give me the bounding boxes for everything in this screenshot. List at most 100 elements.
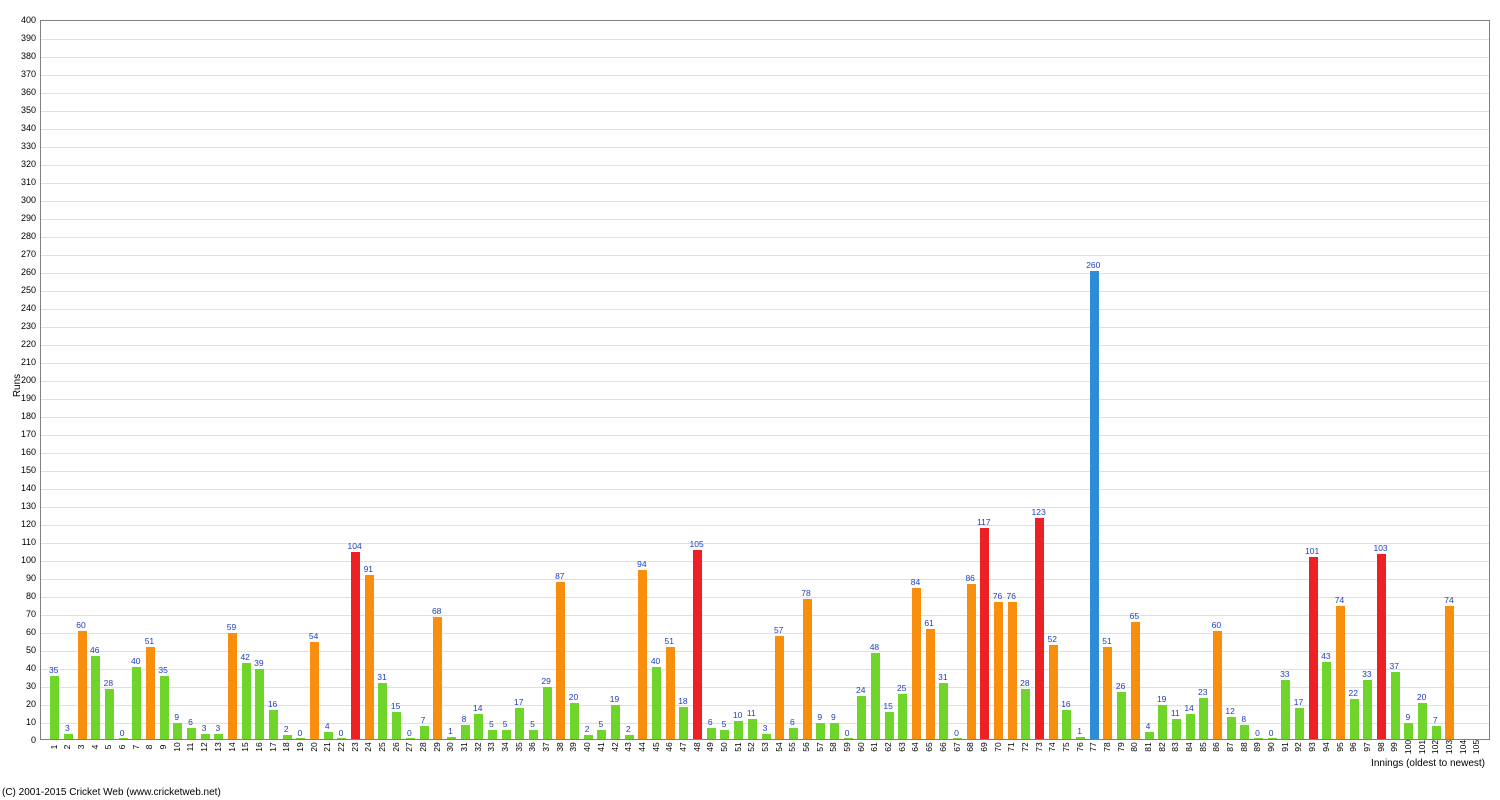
bar bbox=[1145, 732, 1154, 739]
bar bbox=[693, 550, 702, 739]
y-tick-label: 190 bbox=[21, 393, 36, 403]
bar bbox=[447, 737, 456, 739]
gridline bbox=[41, 39, 1489, 40]
bar bbox=[1076, 737, 1085, 739]
bar bbox=[50, 676, 59, 739]
bar-value-label: 6 bbox=[790, 717, 795, 727]
y-tick-label: 50 bbox=[26, 645, 36, 655]
bar-value-label: 3 bbox=[65, 723, 70, 733]
bar bbox=[1432, 726, 1441, 739]
bar-value-label: 24 bbox=[856, 685, 865, 695]
bar-value-label: 5 bbox=[598, 719, 603, 729]
y-tick-label: 180 bbox=[21, 411, 36, 421]
bar bbox=[1295, 708, 1304, 739]
x-tick-label: 16 bbox=[254, 742, 264, 751]
plot-area bbox=[40, 20, 1490, 740]
x-tick-label: 74 bbox=[1047, 742, 1057, 751]
bar-value-label: 35 bbox=[158, 665, 167, 675]
gridline bbox=[41, 309, 1489, 310]
gridline bbox=[41, 381, 1489, 382]
bar-value-label: 42 bbox=[240, 652, 249, 662]
bar-value-label: 0 bbox=[339, 728, 344, 738]
bar-value-label: 1 bbox=[448, 726, 453, 736]
bar-value-label: 40 bbox=[651, 656, 660, 666]
bar bbox=[967, 584, 976, 739]
bar bbox=[173, 723, 182, 739]
bar-value-label: 9 bbox=[174, 712, 179, 722]
y-tick-label: 160 bbox=[21, 447, 36, 457]
gridline bbox=[41, 471, 1489, 472]
bar bbox=[201, 734, 210, 739]
bar-value-label: 76 bbox=[1006, 591, 1015, 601]
y-tick-label: 100 bbox=[21, 555, 36, 565]
x-tick-label: 8 bbox=[144, 745, 154, 750]
bar-value-label: 103 bbox=[1373, 543, 1387, 553]
x-tick-label: 23 bbox=[350, 742, 360, 751]
bar bbox=[406, 738, 415, 739]
x-tick-label: 96 bbox=[1348, 742, 1358, 751]
y-tick-label: 290 bbox=[21, 213, 36, 223]
bar-value-label: 68 bbox=[432, 606, 441, 616]
y-tick-label: 150 bbox=[21, 465, 36, 475]
bar bbox=[1021, 689, 1030, 739]
gridline bbox=[41, 561, 1489, 562]
x-tick-label: 46 bbox=[664, 742, 674, 751]
x-tick-label: 83 bbox=[1170, 742, 1180, 751]
x-tick-label: 84 bbox=[1184, 742, 1194, 751]
bar bbox=[228, 633, 237, 739]
gridline bbox=[41, 651, 1489, 652]
x-tick-label: 22 bbox=[336, 742, 346, 751]
bar bbox=[1199, 698, 1208, 739]
bar bbox=[1117, 692, 1126, 739]
y-tick-label: 70 bbox=[26, 609, 36, 619]
x-tick-label: 11 bbox=[185, 743, 195, 752]
bar-value-label: 0 bbox=[298, 728, 303, 738]
bar bbox=[734, 721, 743, 739]
bar bbox=[502, 730, 511, 739]
bar bbox=[939, 683, 948, 739]
bar bbox=[1404, 723, 1413, 739]
bar-value-label: 46 bbox=[90, 645, 99, 655]
bar-value-label: 2 bbox=[585, 724, 590, 734]
bar bbox=[994, 602, 1003, 739]
x-tick-label: 27 bbox=[404, 742, 414, 751]
bar bbox=[898, 694, 907, 739]
bar bbox=[64, 734, 73, 739]
x-tick-label: 79 bbox=[1116, 742, 1126, 751]
gridline bbox=[41, 363, 1489, 364]
bar bbox=[160, 676, 169, 739]
x-tick-label: 76 bbox=[1075, 742, 1085, 751]
bar bbox=[953, 738, 962, 739]
bar bbox=[351, 552, 360, 739]
bar bbox=[461, 725, 470, 739]
bar bbox=[1391, 672, 1400, 739]
x-tick-label: 99 bbox=[1389, 742, 1399, 751]
x-tick-label: 42 bbox=[610, 742, 620, 751]
x-tick-label: 40 bbox=[582, 742, 592, 751]
bar bbox=[816, 723, 825, 739]
bar-value-label: 4 bbox=[325, 721, 330, 731]
bar bbox=[543, 687, 552, 739]
bar bbox=[132, 667, 141, 739]
gridline bbox=[41, 543, 1489, 544]
gridline bbox=[41, 201, 1489, 202]
bar-value-label: 8 bbox=[462, 714, 467, 724]
x-tick-label: 61 bbox=[869, 742, 879, 751]
bar-value-label: 12 bbox=[1225, 706, 1234, 716]
bar-value-label: 4 bbox=[1146, 721, 1151, 731]
bar bbox=[748, 719, 757, 739]
x-tick-label: 57 bbox=[815, 742, 825, 751]
x-tick-label: 95 bbox=[1335, 742, 1345, 751]
x-tick-label: 75 bbox=[1061, 742, 1071, 751]
gridline bbox=[41, 579, 1489, 580]
x-tick-label: 49 bbox=[705, 742, 715, 751]
x-tick-label: 56 bbox=[801, 742, 811, 751]
bar bbox=[433, 617, 442, 739]
bar bbox=[1377, 554, 1386, 739]
bar bbox=[556, 582, 565, 739]
gridline bbox=[41, 93, 1489, 94]
y-tick-label: 270 bbox=[21, 249, 36, 259]
x-tick-label: 67 bbox=[952, 742, 962, 751]
x-tick-label: 70 bbox=[993, 742, 1003, 751]
x-tick-label: 93 bbox=[1307, 742, 1317, 751]
